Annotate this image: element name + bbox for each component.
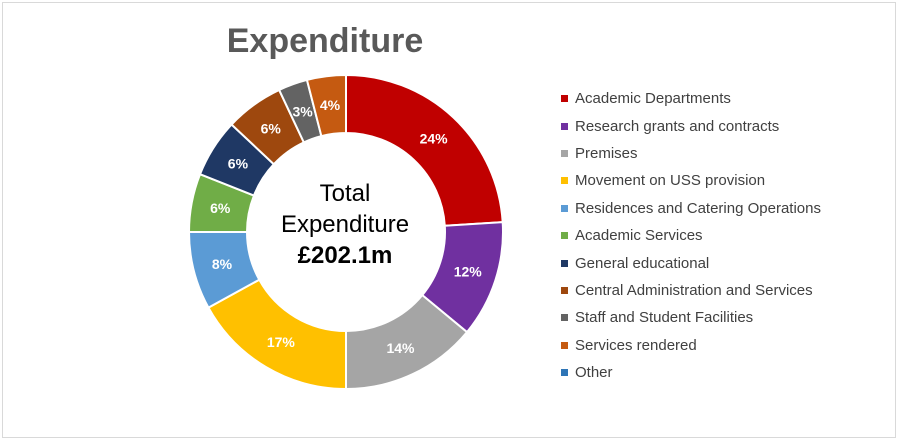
legend-item-6: General educational <box>561 249 821 276</box>
legend-swatch <box>561 259 568 267</box>
center-label-line2: Expenditure <box>280 211 410 238</box>
legend-item-2: Premises <box>561 140 821 167</box>
data-label-9: 4% <box>320 97 341 113</box>
legend-swatch <box>561 149 568 157</box>
legend-label: Other <box>575 364 613 382</box>
legend-item-10: Other <box>561 359 821 386</box>
legend-swatch <box>561 232 568 240</box>
data-label-1: 12% <box>454 264 483 280</box>
center-label-total: £202.1m <box>297 242 393 269</box>
legend-item-4: Residences and Catering Operations <box>561 195 821 222</box>
chart-title: Expenditure <box>226 22 424 60</box>
data-label-0: 24% <box>420 131 449 147</box>
legend-item-1: Research grants and contracts <box>561 112 821 139</box>
legend-swatch <box>561 177 568 185</box>
legend-swatch <box>561 122 568 130</box>
legend-label: General educational <box>575 254 710 272</box>
legend-swatch <box>561 341 568 349</box>
center-label: Total Expenditure £202.1m <box>262 178 428 272</box>
legend-swatch <box>561 204 568 212</box>
data-label-3: 17% <box>267 334 296 350</box>
legend-label: Movement on USS provision <box>575 172 766 190</box>
legend-item-0: Academic Departments <box>561 85 821 112</box>
legend-swatch <box>561 286 568 294</box>
legend-label: Staff and Student Facilities <box>575 309 754 327</box>
data-label-2: 14% <box>386 340 415 356</box>
legend-item-7: Central Administration and Services <box>561 277 821 304</box>
legend-label: Premises <box>575 144 638 162</box>
legend-label: Academic Services <box>575 227 703 245</box>
legend-item-9: Services rendered <box>561 332 821 359</box>
data-label-6: 6% <box>228 155 249 171</box>
legend-item-3: Movement on USS provision <box>561 167 821 194</box>
legend-swatch <box>561 95 568 103</box>
legend-item-5: Academic Services <box>561 222 821 249</box>
legend-label: Residences and Catering Operations <box>575 199 821 217</box>
legend-label: Research grants and contracts <box>575 117 780 135</box>
data-label-5: 6% <box>210 200 231 216</box>
data-label-4: 8% <box>212 256 233 272</box>
legend-swatch <box>561 314 568 322</box>
center-label-line1: Total <box>319 180 371 207</box>
legend-label: Academic Departments <box>575 90 731 108</box>
legend-swatch <box>561 369 568 377</box>
data-label-8: 3% <box>293 104 314 120</box>
legend-item-8: Staff and Student Facilities <box>561 304 821 331</box>
legend: Academic Departments Research grants and … <box>561 85 821 386</box>
legend-label: Services rendered <box>575 336 697 354</box>
data-label-7: 6% <box>261 120 282 136</box>
legend-label: Central Administration and Services <box>575 281 813 299</box>
